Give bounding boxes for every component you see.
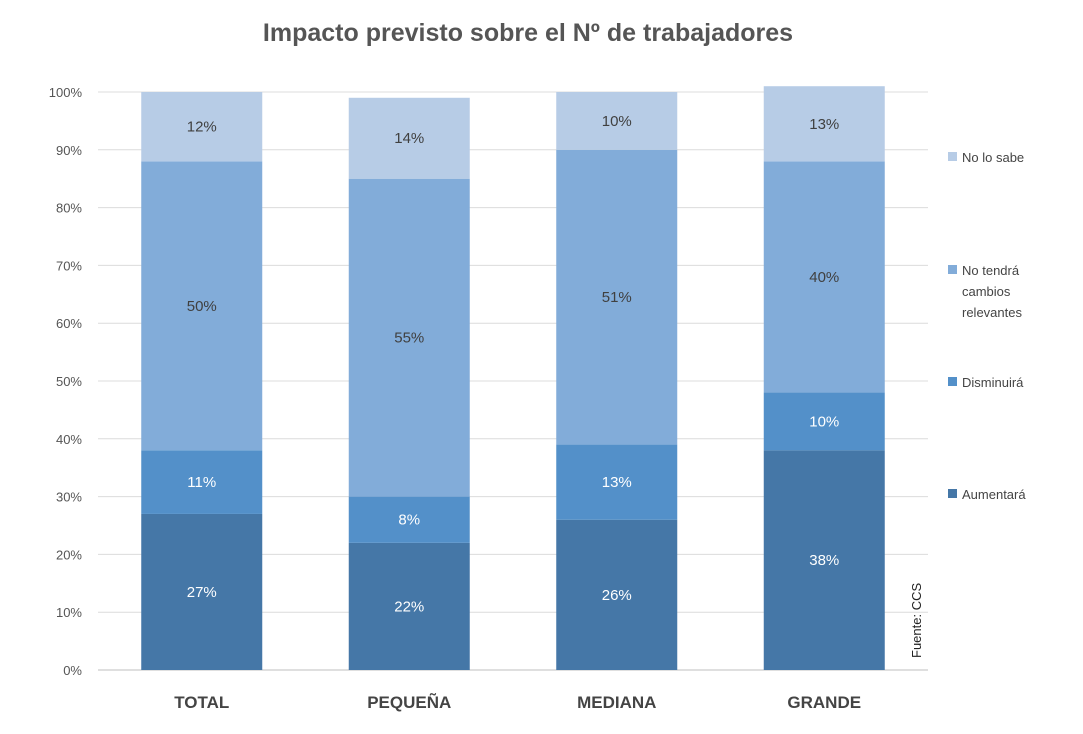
y-tick-label: 0%: [63, 663, 82, 678]
data-label: 13%: [602, 474, 632, 491]
bar-segment: [348, 542, 470, 670]
legend-swatch: [948, 265, 957, 274]
legend-swatch: [948, 377, 957, 386]
data-label: 8%: [398, 512, 420, 529]
legend: No lo sabe No tendrá cambios relevantes Dism…: [948, 150, 1026, 502]
data-label: 26%: [602, 587, 632, 604]
legend-swatch: [948, 152, 957, 161]
y-tick-label: 60%: [56, 316, 82, 331]
bar-segment: [348, 97, 470, 179]
y-tick-label: 40%: [56, 432, 82, 447]
bar-segment: [763, 161, 885, 393]
y-tick-label: 90%: [56, 143, 82, 158]
legend-label: No tendrá cambios relevantes: [962, 263, 1022, 320]
data-label: 13%: [809, 116, 839, 133]
source-label: Fuente: CCS: [909, 583, 924, 658]
x-category-label: PEQUEÑA: [367, 692, 451, 712]
bar-segment: [141, 161, 263, 451]
bar-segment: [556, 444, 678, 520]
bar-segment: [141, 513, 263, 670]
bar-segment: [141, 450, 263, 514]
data-label: 51%: [602, 289, 632, 306]
y-axis-ticks: 0% 10% 20% 30% 40% 50% 60% 70% 80% 90% 100%: [49, 85, 83, 678]
x-axis-categories: TOTAL PEQUEÑA MEDIANA GRANDE: [174, 692, 861, 712]
x-category-label: GRANDE: [787, 693, 861, 712]
bar-segment: [556, 149, 678, 445]
bar-segment: [763, 450, 885, 670]
bar-segment: [348, 496, 470, 543]
legend-swatch: [948, 489, 957, 498]
data-label: 27%: [187, 584, 217, 601]
data-label: 40%: [809, 269, 839, 286]
legend-label: Aumentará: [962, 487, 1026, 502]
bar-segment: [556, 519, 678, 670]
x-category-label: MEDIANA: [577, 693, 656, 712]
data-label: 14%: [394, 130, 424, 147]
data-label: 10%: [809, 413, 839, 430]
bar-segment: [556, 92, 678, 150]
y-tick-label: 80%: [56, 201, 82, 216]
x-category-label: TOTAL: [174, 693, 229, 712]
data-label: 22%: [394, 598, 424, 615]
chart-title: Impacto previsto sobre el Nº de trabajad…: [263, 19, 793, 47]
data-label: 12%: [187, 119, 217, 136]
bar-segment: [141, 92, 263, 162]
y-tick-label: 30%: [56, 490, 82, 505]
bar-segment: [763, 392, 885, 451]
data-label: 38%: [809, 552, 839, 569]
data-label: 50%: [187, 298, 217, 315]
y-tick-label: 70%: [56, 258, 82, 273]
data-label: 55%: [394, 330, 424, 347]
legend-label: Disminuirá: [962, 375, 1024, 390]
y-tick-label: 100%: [49, 85, 83, 100]
y-tick-label: 50%: [56, 374, 82, 389]
y-tick-label: 20%: [56, 547, 82, 562]
bar-segment: [348, 178, 470, 497]
data-label: 11%: [187, 474, 216, 491]
data-label: 10%: [602, 113, 632, 130]
bars: 27% 11% 50% 12% 22% 8% 55% 14% 26% 13% 51% 10% 38% 10…: [141, 86, 885, 670]
bar-segment: [763, 86, 885, 162]
y-tick-label: 10%: [56, 605, 82, 620]
legend-label: No lo sabe: [962, 150, 1024, 165]
